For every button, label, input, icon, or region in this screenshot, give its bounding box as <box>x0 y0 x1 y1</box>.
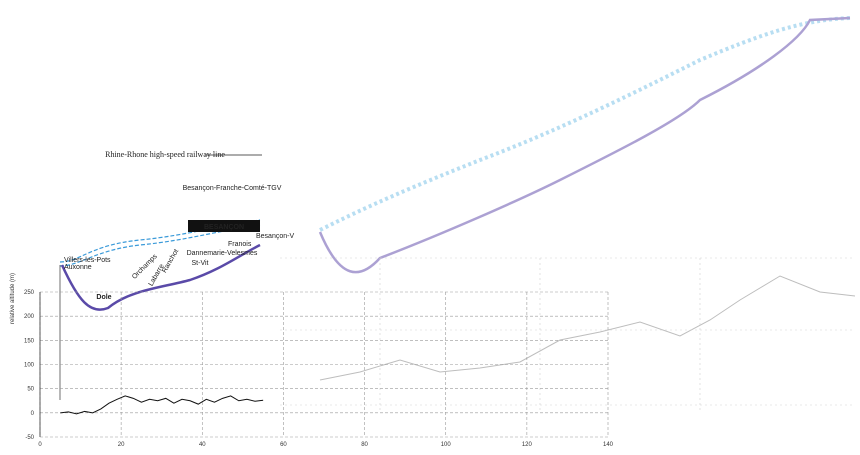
y-tick-label: -50 <box>25 435 34 441</box>
overlay-line <box>318 16 851 274</box>
x-tick-label: 120 <box>522 442 533 448</box>
map <box>59 219 261 400</box>
station-label: Villers-les-Pots <box>64 257 111 264</box>
overlay-profile <box>319 275 856 381</box>
overlay-line <box>319 16 851 232</box>
x-tick-label: 100 <box>441 442 452 448</box>
station-label: Dannemarie-Velesmes <box>187 250 258 257</box>
x-tick-label: 40 <box>199 442 206 448</box>
y-tick-label: 50 <box>27 387 34 393</box>
y-axis-label: relative altitude (m) <box>10 273 16 324</box>
x-tick-label: 0 <box>38 442 42 448</box>
station-label: St-Vit <box>192 260 209 267</box>
city-box <box>188 220 260 232</box>
y-tick-label: 200 <box>24 314 35 320</box>
x-tick-label: 60 <box>280 442 287 448</box>
title: Rhine-Rhone high-speed railway line <box>105 150 225 159</box>
station-label: Labarre <box>148 263 166 287</box>
y-tick-label: 100 <box>24 363 35 369</box>
overlay-grid <box>280 257 855 410</box>
enlarged-overlay <box>280 16 856 410</box>
station-label: Besançon-Franche-Comté-TGV <box>183 185 282 192</box>
rail-dashed <box>59 219 261 263</box>
station-label: Besançon-V <box>256 233 294 240</box>
altitude-line <box>60 395 264 415</box>
y-tick-label: 150 <box>24 338 35 344</box>
station-label: Auxonne <box>64 264 92 271</box>
station-label: Dole <box>96 294 111 301</box>
station-label: Ranchot <box>161 248 180 274</box>
x-tick-label: 80 <box>361 442 368 448</box>
y-tick-label: 250 <box>24 290 35 296</box>
station-label: Franois <box>228 241 252 248</box>
rail-dashed <box>59 224 261 267</box>
x-tick-label: 20 <box>118 442 125 448</box>
rail-line <box>60 243 261 311</box>
x-tick-label: 140 <box>603 442 614 448</box>
station-label: BESANÇON <box>204 224 244 231</box>
y-tick-label: 0 <box>31 411 35 417</box>
